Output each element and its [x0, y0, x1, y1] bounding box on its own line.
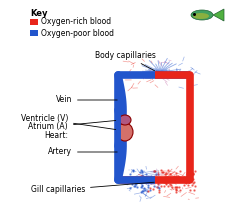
- Ellipse shape: [117, 123, 133, 141]
- Polygon shape: [213, 9, 224, 21]
- Text: Vein: Vein: [56, 96, 117, 105]
- Text: Ventricle (V): Ventricle (V): [21, 114, 116, 130]
- Bar: [30, 19, 38, 25]
- Ellipse shape: [119, 115, 131, 125]
- Bar: [30, 30, 38, 36]
- Text: Oxygen-rich blood: Oxygen-rich blood: [41, 17, 111, 26]
- Text: Artery: Artery: [48, 147, 117, 156]
- Ellipse shape: [193, 13, 209, 19]
- Text: Oxygen-poor blood: Oxygen-poor blood: [41, 29, 114, 38]
- Text: Atrium (A): Atrium (A): [28, 120, 118, 131]
- Text: Gill capillaries: Gill capillaries: [31, 182, 154, 194]
- Text: Body capillaries: Body capillaries: [95, 50, 156, 71]
- Text: Key: Key: [30, 9, 48, 18]
- Ellipse shape: [191, 10, 213, 20]
- Text: Heart:: Heart:: [44, 130, 68, 139]
